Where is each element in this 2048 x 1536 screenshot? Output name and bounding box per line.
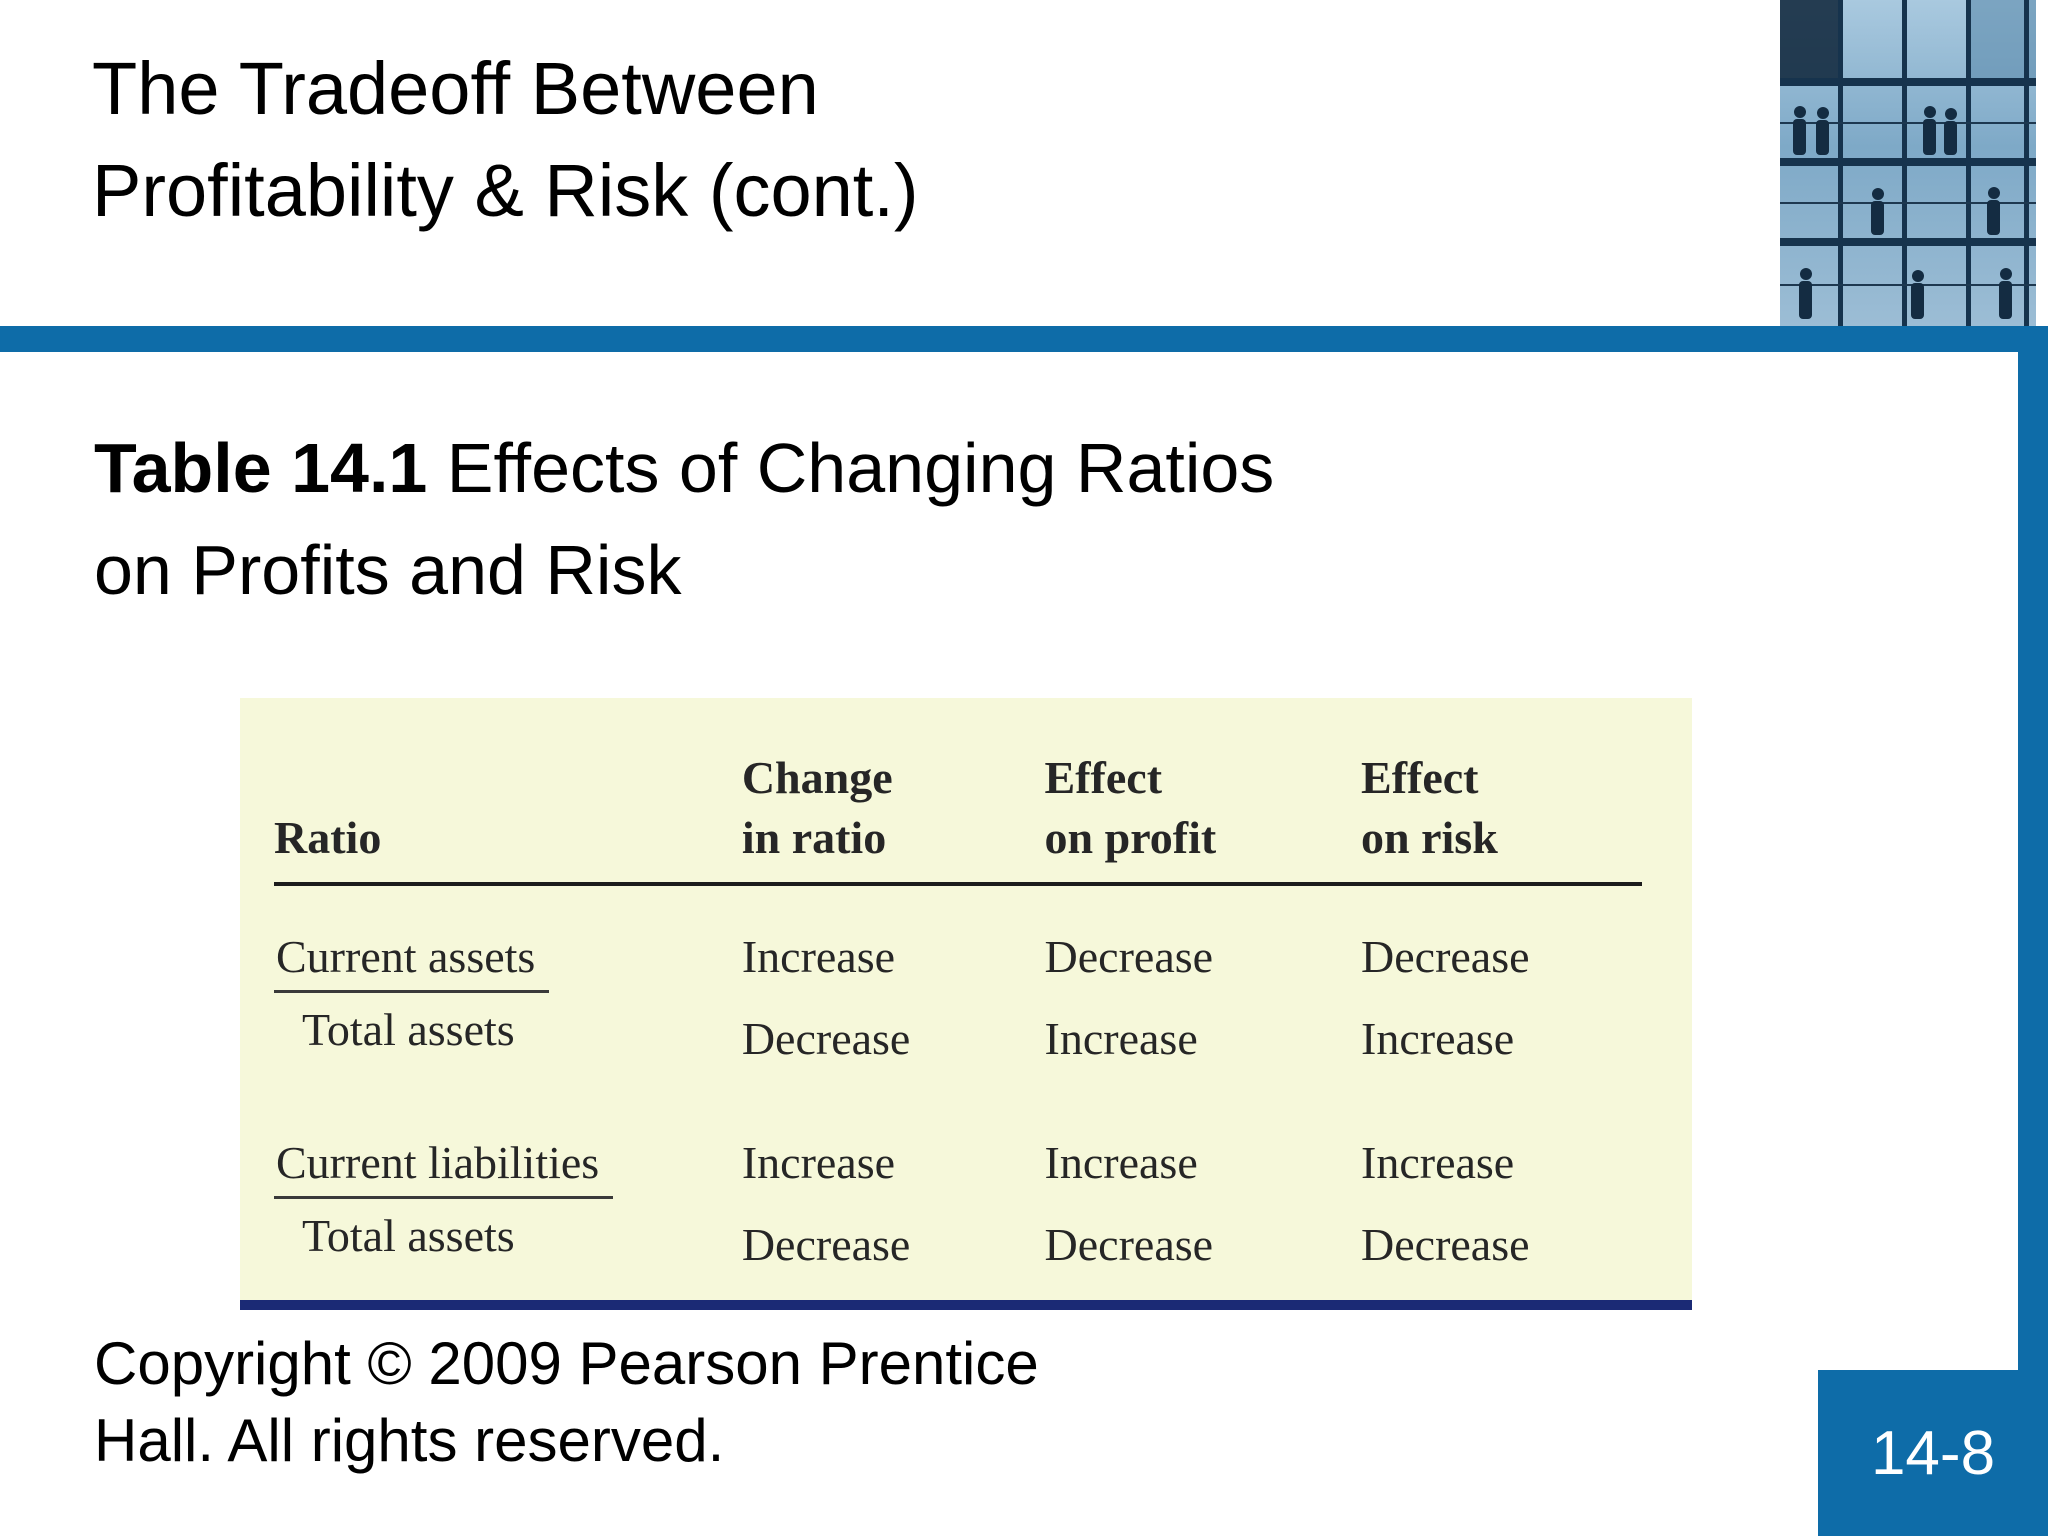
slide-title-line2: Profitability & Risk (cont.) (92, 149, 919, 233)
fraction-denominator: Total assets (302, 1210, 515, 1261)
table-row-current-liabilities: Current liabilities Total assets Increas… (274, 1140, 1650, 1268)
value-risk-2: Increase (1361, 1013, 1515, 1064)
ratio-fraction-current-liabilities: Current liabilities Total assets (274, 1140, 742, 1268)
effects-table: Ratio Change in ratio Effect on profit E… (240, 698, 1692, 1310)
table-heading-line2: on Profits and Risk (94, 530, 682, 609)
value-change-increase: Increase (741, 1137, 896, 1188)
column-header-risk-line1: Effect (1361, 752, 1479, 804)
table-heading-line1: Table 14.1 Effects of Changing Ratios (94, 418, 1274, 520)
column-header-risk-line2: on risk (1361, 812, 1498, 864)
effect-on-risk-values: Decrease Increase (1361, 934, 1650, 1062)
fraction-numerator: Current liabilities (274, 1140, 614, 1199)
building-people-photo (1780, 0, 2036, 326)
column-header-profit: Effect on profit (1045, 738, 1361, 868)
page-number: 14-8 (1870, 1418, 1996, 1488)
column-header-change: Change in ratio (742, 738, 1045, 868)
column-header-change-line2: in ratio (741, 812, 887, 864)
change-in-ratio-values: Increase Decrease (742, 934, 1045, 1062)
copyright-line2: Hall. All rights reserved. (94, 1406, 725, 1474)
effect-on-risk-values: Increase Decrease (1361, 1140, 1650, 1268)
table-heading: Table 14.1 Effects of Changing Ratios on… (94, 418, 1274, 621)
table-header-rule (274, 882, 1642, 886)
table-row-current-assets: Current assets Total assets Increase Dec… (274, 934, 1650, 1062)
column-header-profit-line2: on profit (1044, 812, 1217, 864)
fraction-numerator: Current assets (274, 934, 550, 993)
table-header-row: Ratio Change in ratio Effect on profit E… (274, 738, 1650, 868)
fraction-denominator: Total assets (302, 1004, 515, 1055)
value-change-decrease: Decrease (741, 1013, 911, 1064)
right-edge-strip (2018, 352, 2048, 1536)
table-heading-text1: Effects of Changing Ratios (427, 429, 1275, 507)
table-bottom-rule (240, 1300, 1692, 1310)
slide-title: The Tradeoff Between Profitability & Ris… (92, 38, 919, 242)
value-risk-1: Increase (1361, 1137, 1515, 1188)
slide-title-line1: The Tradeoff Between (92, 47, 819, 130)
value-profit-2: Decrease (1044, 1219, 1214, 1270)
value-change-decrease: Decrease (741, 1219, 911, 1270)
copyright-notice: Copyright © 2009 Pearson Prentice Hall. … (94, 1326, 1039, 1480)
effect-on-profit-values: Decrease Increase (1045, 934, 1361, 1062)
value-risk-2: Decrease (1361, 1219, 1530, 1270)
horizontal-divider-bar (0, 326, 2048, 352)
table-heading-label: Table 14.1 (94, 429, 428, 507)
value-change-increase: Increase (741, 931, 896, 982)
column-header-profit-line1: Effect (1044, 752, 1163, 804)
column-header-ratio-line2: Ratio (274, 812, 382, 864)
page-number-box: 14-8 (1818, 1370, 2048, 1536)
ratio-fraction-current-assets: Current assets Total assets (274, 934, 742, 1062)
value-profit-2: Increase (1044, 1013, 1198, 1064)
copyright-line1: Copyright © 2009 Pearson Prentice (94, 1330, 1039, 1397)
building-people-photo-svg (1780, 0, 2036, 326)
column-header-ratio: Ratio (274, 738, 742, 868)
effect-on-profit-values: Increase Decrease (1045, 1140, 1361, 1268)
column-header-change-line1: Change (741, 752, 893, 804)
value-profit-1: Increase (1044, 1137, 1198, 1188)
column-header-risk: Effect on risk (1361, 738, 1650, 868)
value-profit-1: Decrease (1044, 931, 1214, 982)
change-in-ratio-values: Increase Decrease (742, 1140, 1045, 1268)
value-risk-1: Decrease (1361, 931, 1530, 982)
